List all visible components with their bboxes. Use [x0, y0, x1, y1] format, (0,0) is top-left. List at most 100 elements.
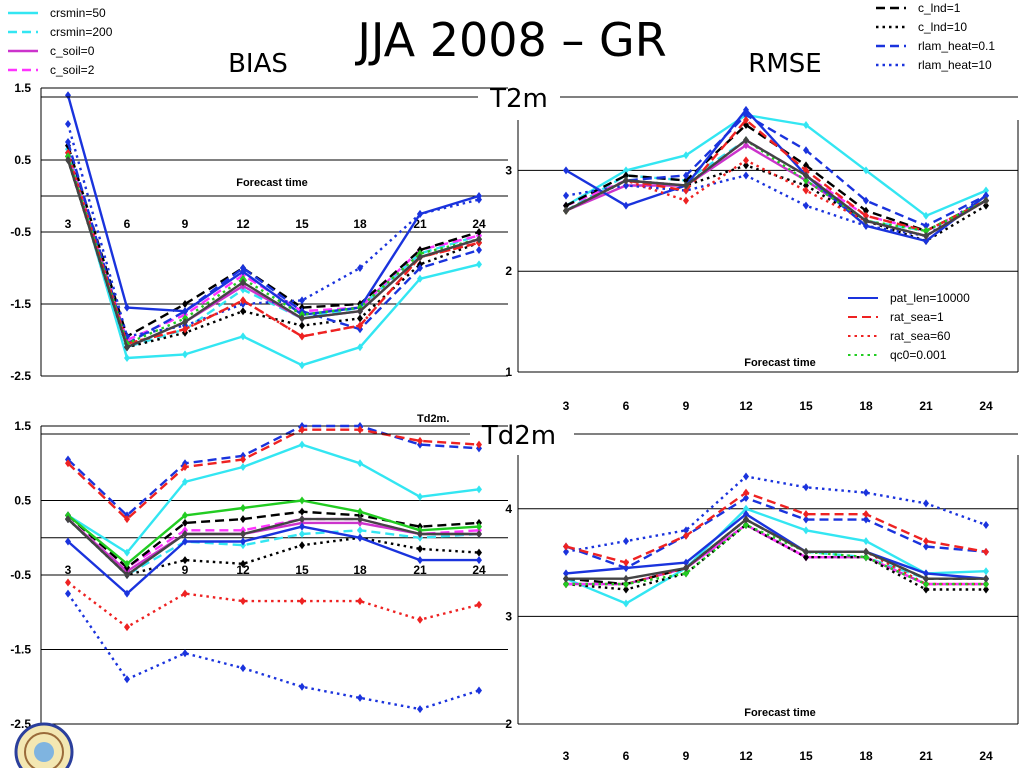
- data-point: [299, 682, 305, 691]
- data-point: [923, 211, 929, 220]
- data-point: [299, 296, 305, 305]
- data-point: [240, 597, 246, 606]
- series-line-rat-sea-60: [565, 159, 987, 238]
- data-point: [743, 488, 749, 497]
- data-point: [357, 515, 363, 524]
- data-point: [743, 171, 749, 180]
- data-point: [743, 510, 749, 519]
- x-tick-label: 9: [683, 399, 690, 413]
- data-point: [743, 141, 749, 150]
- data-point: [683, 531, 689, 540]
- series-line-crsmin-200: [566, 518, 986, 586]
- data-point: [923, 580, 929, 589]
- data-point: [803, 526, 809, 535]
- data-point: [623, 574, 629, 583]
- series-line-pat-len-10000: [565, 108, 987, 243]
- data-point: [803, 186, 809, 195]
- x-tick-label: 3: [65, 217, 72, 231]
- data-point: [476, 235, 482, 244]
- series-line-crsmin-50: [565, 507, 987, 605]
- x-tick-label: 18: [859, 399, 873, 413]
- y-tick-label: 0.5: [14, 494, 31, 508]
- x-tick-label: 18: [859, 749, 873, 763]
- institution-seal-icon: [14, 722, 74, 768]
- data-point: [863, 537, 869, 546]
- rmse-label: RMSE: [748, 49, 821, 79]
- data-point: [863, 515, 869, 524]
- rmse-td2m-panel: 4 3 2 3 6 9 12 15 18 21 24 Forecast time: [505, 455, 1019, 763]
- data-point: [923, 574, 929, 583]
- x-tick-label: 12: [236, 563, 250, 577]
- series-line-rlam-heat-0-1: [565, 113, 987, 228]
- series-line-control: [66, 159, 480, 349]
- data-point: [299, 507, 305, 516]
- data-point: [683, 569, 689, 578]
- data-point: [803, 553, 809, 562]
- data-point: [299, 321, 305, 330]
- data-point: [417, 436, 423, 445]
- series-line-c-lnd-1: [565, 518, 986, 586]
- data-point: [124, 559, 130, 568]
- data-point: [240, 559, 246, 568]
- data-point: [743, 494, 749, 503]
- data-point: [623, 580, 629, 589]
- data-point: [357, 314, 363, 323]
- bias-t2m-panel: 1.50.5-0.5-1.5-2.53 6 9 12 15 18 21 24Forecast …: [10, 81, 508, 383]
- series-line-rlam-heat-0-1: [67, 424, 480, 517]
- data-point: [182, 530, 188, 539]
- data-point: [623, 171, 629, 180]
- series-line-c-lnd-1: [66, 145, 480, 338]
- series-line-qc0-0-001: [566, 523, 986, 586]
- td2m-variable-label: Td2m: [481, 421, 556, 451]
- data-point: [563, 574, 569, 583]
- data-point: [623, 599, 629, 608]
- series-line-control: [67, 517, 479, 577]
- data-point: [299, 515, 305, 524]
- x-tick-label: 21: [919, 399, 933, 413]
- data-point: [357, 307, 363, 316]
- data-point: [182, 589, 188, 598]
- data-point: [240, 278, 246, 287]
- data-point: [803, 161, 809, 170]
- data-point: [863, 221, 869, 230]
- data-point: [240, 503, 246, 512]
- data-point: [563, 569, 569, 578]
- data-point: [683, 181, 689, 190]
- data-point: [240, 515, 246, 524]
- data-point: [476, 246, 482, 254]
- x-tick-label: 15: [295, 217, 309, 231]
- data-point: [983, 520, 989, 529]
- data-point: [983, 585, 989, 594]
- x-tick-label: 9: [182, 563, 189, 577]
- data-point: [124, 675, 130, 684]
- data-point: [476, 485, 482, 494]
- data-point: [623, 166, 629, 175]
- data-point: [863, 211, 869, 220]
- data-point: [983, 580, 989, 589]
- data-point: [65, 589, 71, 598]
- data-point: [983, 196, 989, 205]
- bias-label: BIAS: [228, 49, 288, 79]
- data-point: [299, 332, 305, 341]
- data-point: [563, 201, 569, 210]
- x-tick-label: 12: [236, 217, 250, 231]
- data-point: [863, 553, 869, 562]
- data-point: [863, 206, 869, 215]
- series-line-control: [565, 138, 987, 238]
- data-point: [743, 105, 749, 114]
- data-point: [683, 558, 689, 567]
- data-point: [803, 121, 809, 130]
- y-tick-label: 3: [505, 609, 512, 623]
- data-point: [357, 459, 363, 468]
- x-tick-label: 12: [739, 399, 753, 413]
- series-line-qc0-0-001: [565, 138, 987, 233]
- data-point: [182, 350, 188, 359]
- data-point: [923, 226, 929, 235]
- data-point: [743, 116, 749, 124]
- data-point: [803, 547, 809, 556]
- data-point: [923, 585, 929, 594]
- legend-entry: pat_len=10000: [890, 291, 970, 305]
- data-point: [417, 705, 423, 714]
- data-point: [124, 515, 130, 524]
